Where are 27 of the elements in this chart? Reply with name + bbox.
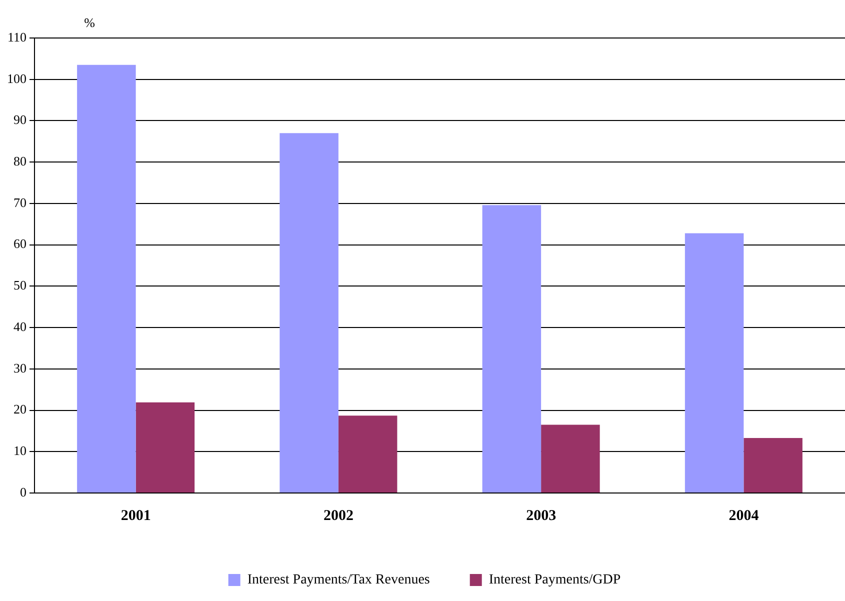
x-tick-label: 2002: [323, 508, 354, 524]
bar: [77, 64, 136, 492]
bar: [482, 205, 542, 492]
x-tick-label: 2004: [728, 508, 760, 524]
y-tick-label: 10: [14, 443, 26, 458]
y-tick-label: 100: [7, 70, 26, 86]
y-tick-label: 40: [14, 318, 26, 334]
bar: [541, 424, 600, 492]
bar: [338, 416, 398, 492]
y-tick-label: 20: [14, 402, 26, 417]
y-tick-label: 80: [14, 154, 26, 169]
y-tick-label: 50: [14, 278, 26, 293]
y-tick-label: 0: [20, 484, 26, 500]
bar: [136, 402, 195, 492]
y-tick-label: 30: [14, 360, 26, 376]
x-tick-label: 2003: [526, 508, 556, 524]
y-tick-label: 70: [14, 194, 26, 210]
legend-label: Interest Payments/GDP: [488, 572, 621, 588]
y-tick-label: 60: [14, 236, 26, 252]
y-axis-title: %: [84, 14, 96, 30]
legend-label: Interest Payments/Tax Revenues: [247, 572, 430, 588]
bar: [684, 233, 744, 492]
y-tick-label: 110: [7, 29, 26, 44]
bar: [744, 438, 802, 492]
y-tick-label: 90: [14, 112, 26, 128]
bar: [280, 133, 338, 492]
x-tick-label: 2001: [120, 508, 151, 524]
